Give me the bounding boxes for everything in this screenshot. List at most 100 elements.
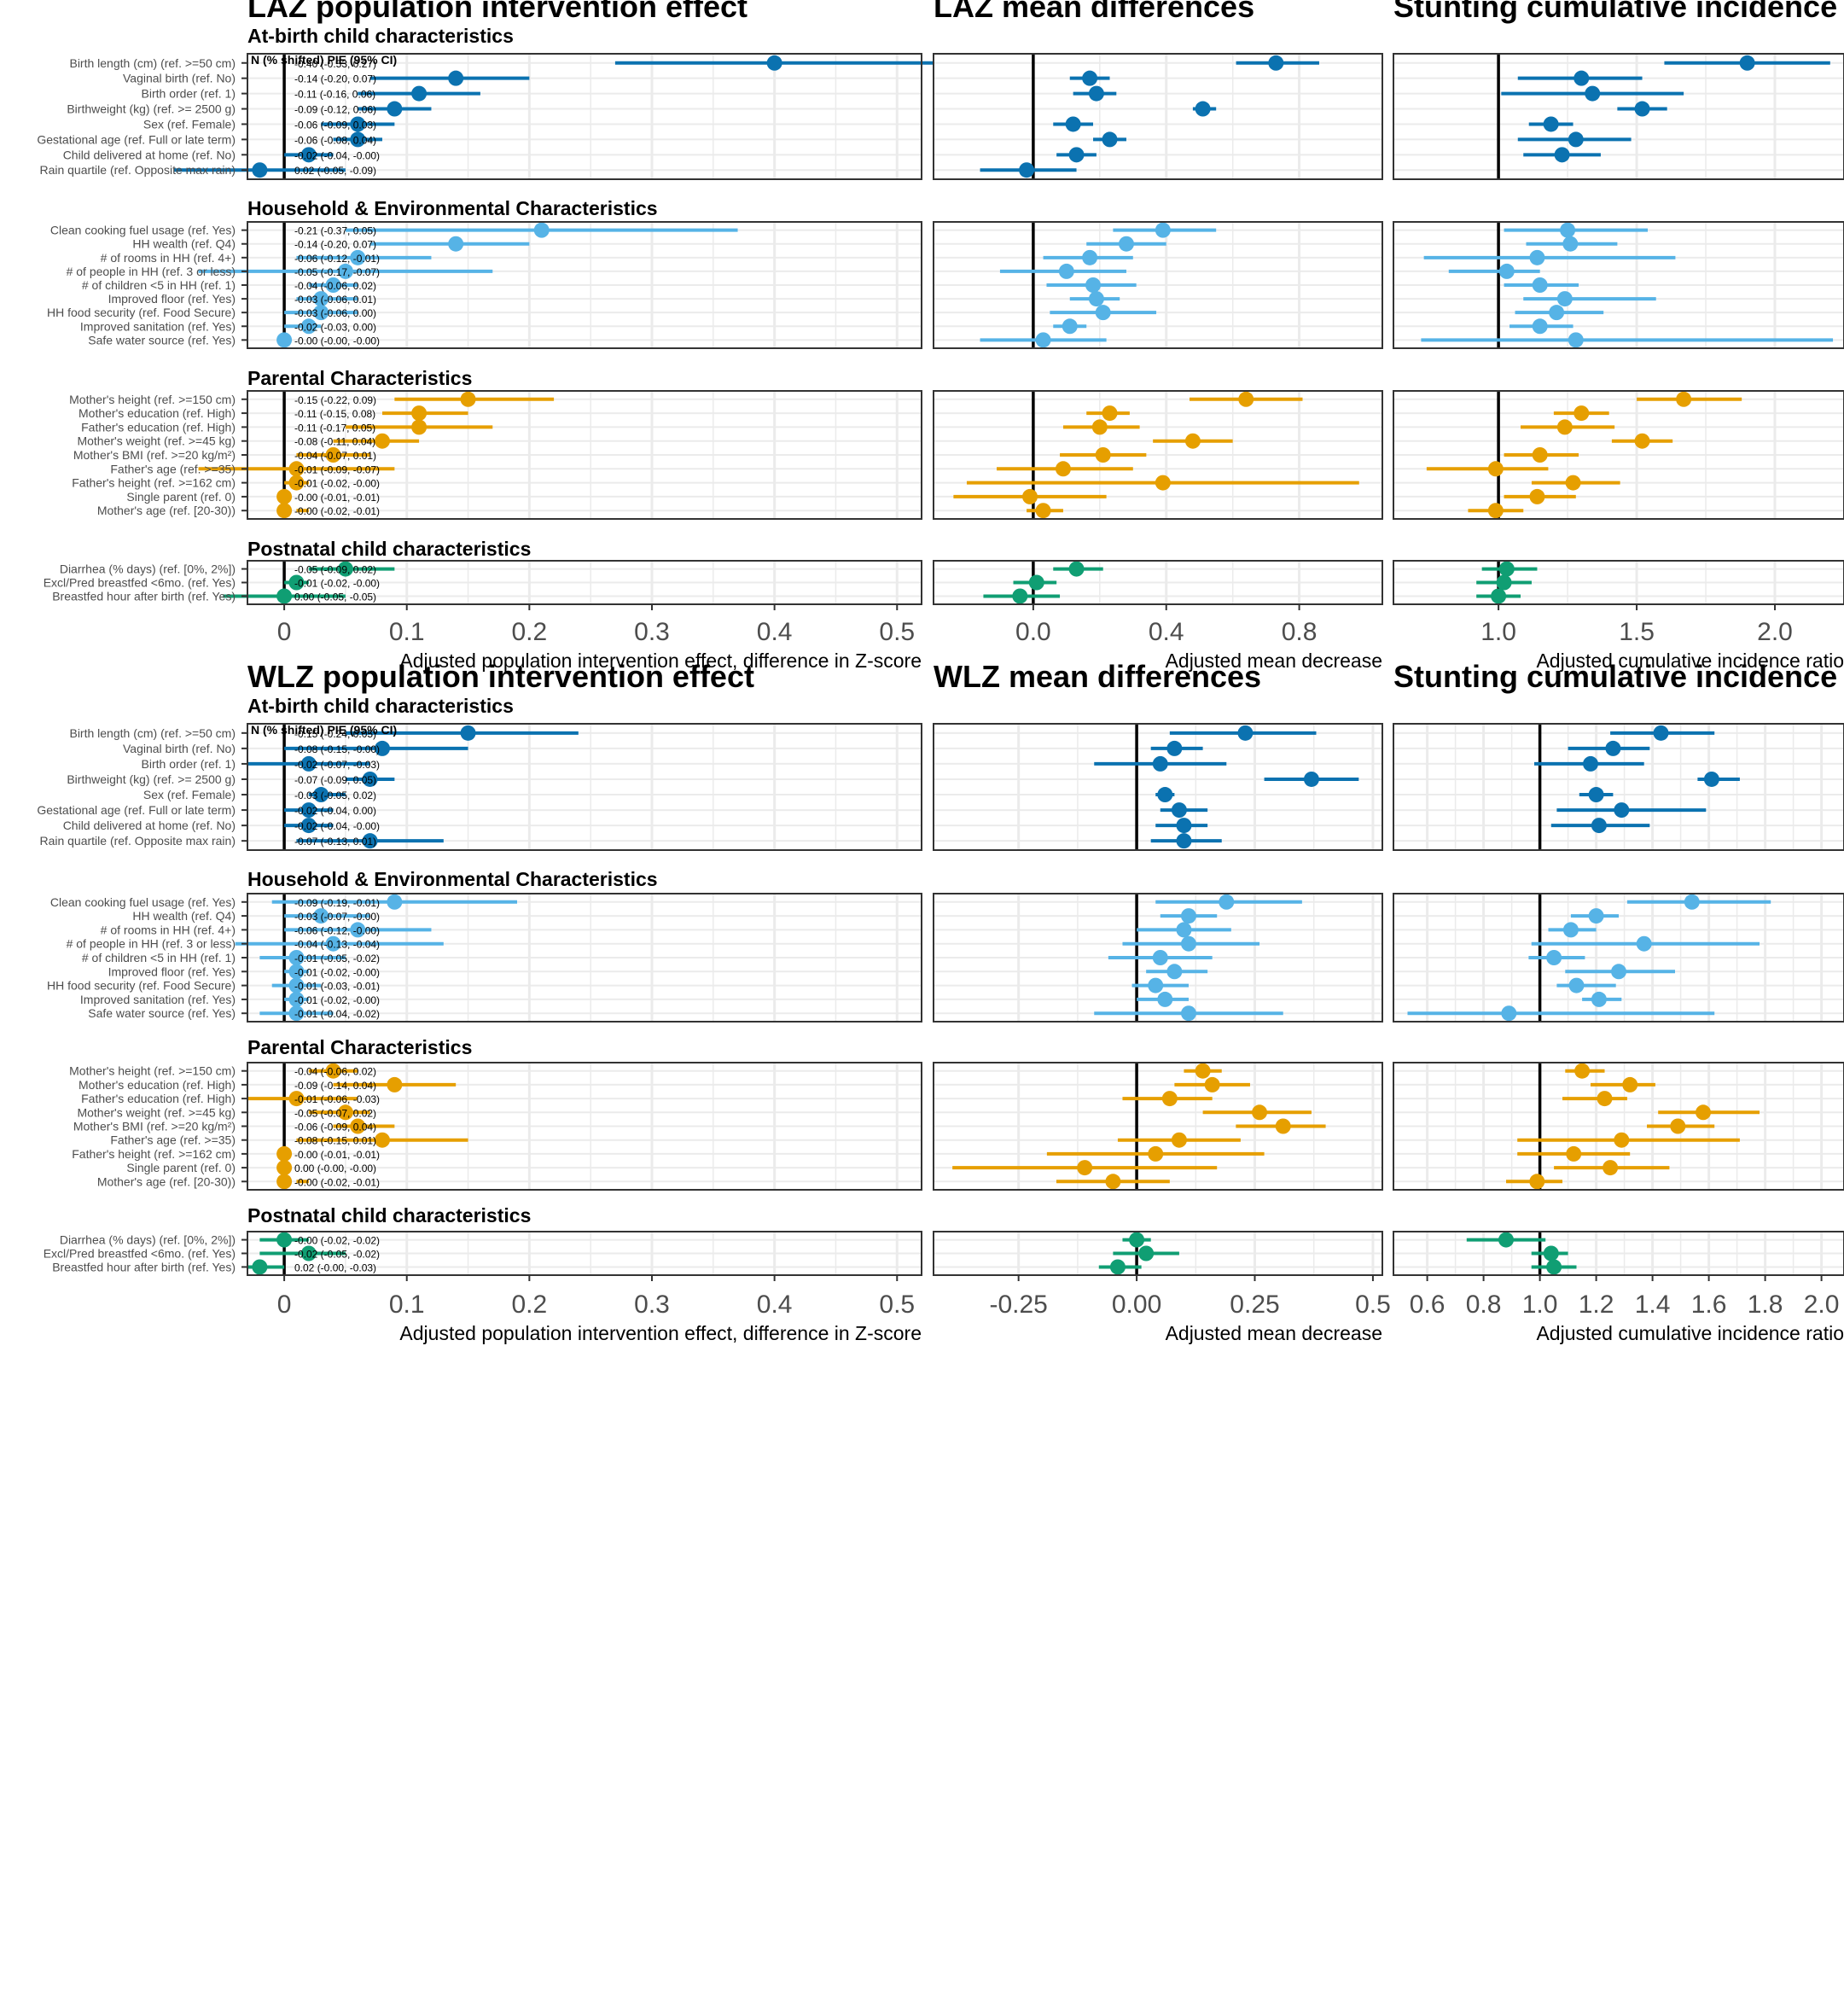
group-title: Household & Environmental Characteristic… [247, 868, 658, 890]
row-label: HH food security (ref. Food Secure) [47, 306, 236, 319]
point-estimate [1554, 147, 1570, 163]
x-tick-label: 0.25 [1230, 1291, 1279, 1319]
row-label: Vaginal birth (ref. No) [123, 72, 236, 85]
point-estimate [1138, 1245, 1155, 1261]
estimate-text: -0.40 (-0.53, 0.27) [294, 58, 376, 70]
point-estimate [1176, 818, 1192, 834]
point-estimate [1562, 236, 1579, 252]
estimate-text: -0.01 (-0.05, -0.02) [294, 953, 380, 964]
point-estimate [1176, 922, 1192, 938]
point-estimate [411, 85, 428, 102]
point-estimate [1058, 263, 1074, 279]
estimate-text: -0.11 (-0.15, 0.08) [294, 408, 375, 420]
x-tick-label: 0 [277, 618, 292, 646]
estimate-text: -0.07 (-0.09, 0.05) [294, 774, 376, 786]
point-estimate [1180, 1005, 1196, 1022]
row-label: HH food security (ref. Food Secure) [47, 979, 236, 993]
estimate-text: -0.03 (-0.07, -0.00) [294, 911, 380, 923]
row-label: Child delivered at home (ref. No) [63, 148, 236, 161]
point-estimate [1219, 894, 1235, 910]
group-title: At-birth child characteristics [247, 695, 514, 717]
point-estimate [1180, 935, 1196, 952]
row-label: Birth order (ref. 1) [142, 757, 236, 771]
point-estimate [337, 561, 353, 577]
row-label: # of children <5 in HH (ref. 1) [82, 278, 236, 292]
estimate-text: -0.05 (-0.07, 0.02) [294, 1107, 376, 1119]
point-estimate [1238, 391, 1254, 407]
point-estimate [1055, 461, 1071, 477]
point-estimate [1268, 55, 1284, 71]
panel-2 [933, 1062, 1383, 1191]
point-estimate [375, 740, 390, 756]
point-estimate [1583, 755, 1598, 772]
point-estimate [1303, 771, 1319, 787]
panel-0 [1393, 53, 1844, 180]
point-estimate [1556, 419, 1573, 435]
point-estimate [1077, 1160, 1093, 1176]
point-estimate [1634, 101, 1650, 117]
point-estimate [1562, 922, 1579, 938]
point-estimate [411, 405, 428, 422]
point-estimate [1605, 740, 1621, 756]
figure-block-wlz: WLZ population intervention effect WLZ me… [37, 659, 1844, 1344]
row-label: Birth length (cm) (ref. >=50 cm) [69, 56, 236, 70]
point-estimate [1588, 908, 1604, 924]
row-label: Gestational age (ref. Full or late term) [37, 803, 236, 817]
point-estimate [1696, 1104, 1711, 1121]
x-tick-label: 0.0 [1015, 618, 1051, 646]
row-label: Father's age (ref. >=35) [110, 462, 236, 475]
point-estimate [325, 277, 341, 293]
point-estimate [1068, 561, 1085, 577]
row-label: Improved sanitation (ref. Yes) [80, 319, 236, 333]
point-estimate [288, 1005, 305, 1022]
row-label: Sex (ref. Female) [143, 788, 236, 801]
point-estimate [1157, 991, 1173, 1007]
x-axis: 0.0 0.4 0.8 Adjusted mean decrease [1015, 604, 1382, 672]
panel-3 [1393, 1231, 1844, 1276]
point-estimate [533, 222, 550, 238]
row-label: Mother's age (ref. [20-30)) [97, 1174, 236, 1188]
point-estimate [1585, 85, 1601, 102]
point-estimate [1021, 488, 1038, 504]
panel-0 [933, 723, 1383, 851]
point-estimate [1204, 1076, 1220, 1092]
point-estimate [300, 802, 317, 819]
point-estimate [1082, 249, 1098, 265]
point-estimate [300, 755, 317, 772]
point-estimate [1035, 503, 1051, 519]
row-label: Birthweight (kg) (ref. >= 2500 g) [67, 102, 236, 116]
point-estimate [1035, 332, 1051, 348]
estimate-text: -0.11 (-0.17, 0.05) [294, 422, 375, 434]
point-estimate [1487, 503, 1504, 519]
row-label: Improved floor (ref. Yes) [108, 964, 236, 978]
x-axis: 0 0.1 0.2 0.3 0.4 0.5 Adjusted population inte… [277, 1275, 922, 1344]
point-estimate [337, 1104, 353, 1121]
panel-border [247, 53, 922, 180]
point-estimate [288, 950, 305, 965]
estimate-text: -0.04 (-0.07, 0.01) [294, 450, 376, 462]
point-estimate [325, 935, 341, 952]
point-estimate [288, 991, 305, 1007]
panel-border [1393, 893, 1844, 1023]
estimate-text: -0.14 (-0.20, 0.07) [294, 73, 376, 85]
point-estimate [1634, 433, 1650, 449]
row-label: Rain quartile (ref. Opposite max rain) [39, 163, 236, 177]
estimate-text: -0.06 (-0.09, 0.03) [294, 119, 376, 131]
panel-3: Diarrhea (% days) (ref. [0%, 2%]) -0.05 (… [44, 560, 922, 605]
point-estimate [1082, 70, 1098, 86]
point-estimate [350, 131, 366, 148]
panel-title: WLZ mean differences [934, 659, 1261, 694]
point-estimate [1065, 116, 1081, 132]
x-axis-title: Adjusted cumulative incidence ratio [1536, 650, 1844, 672]
point-estimate [1684, 894, 1700, 910]
row-label: Father's height (ref. >=162 cm) [72, 1147, 236, 1161]
row-label: Safe water source (ref. Yes) [88, 1006, 236, 1020]
point-estimate [1487, 461, 1504, 477]
point-estimate [1491, 588, 1507, 604]
point-estimate [1670, 1118, 1686, 1134]
estimate-text: -0.01 (-0.06, -0.03) [294, 1093, 380, 1105]
point-estimate [1088, 85, 1104, 102]
row-label: HH wealth (ref. Q4) [132, 909, 236, 923]
point-estimate [1195, 101, 1211, 117]
row-label: Mother's weight (ref. >=45 kg) [77, 1105, 236, 1119]
